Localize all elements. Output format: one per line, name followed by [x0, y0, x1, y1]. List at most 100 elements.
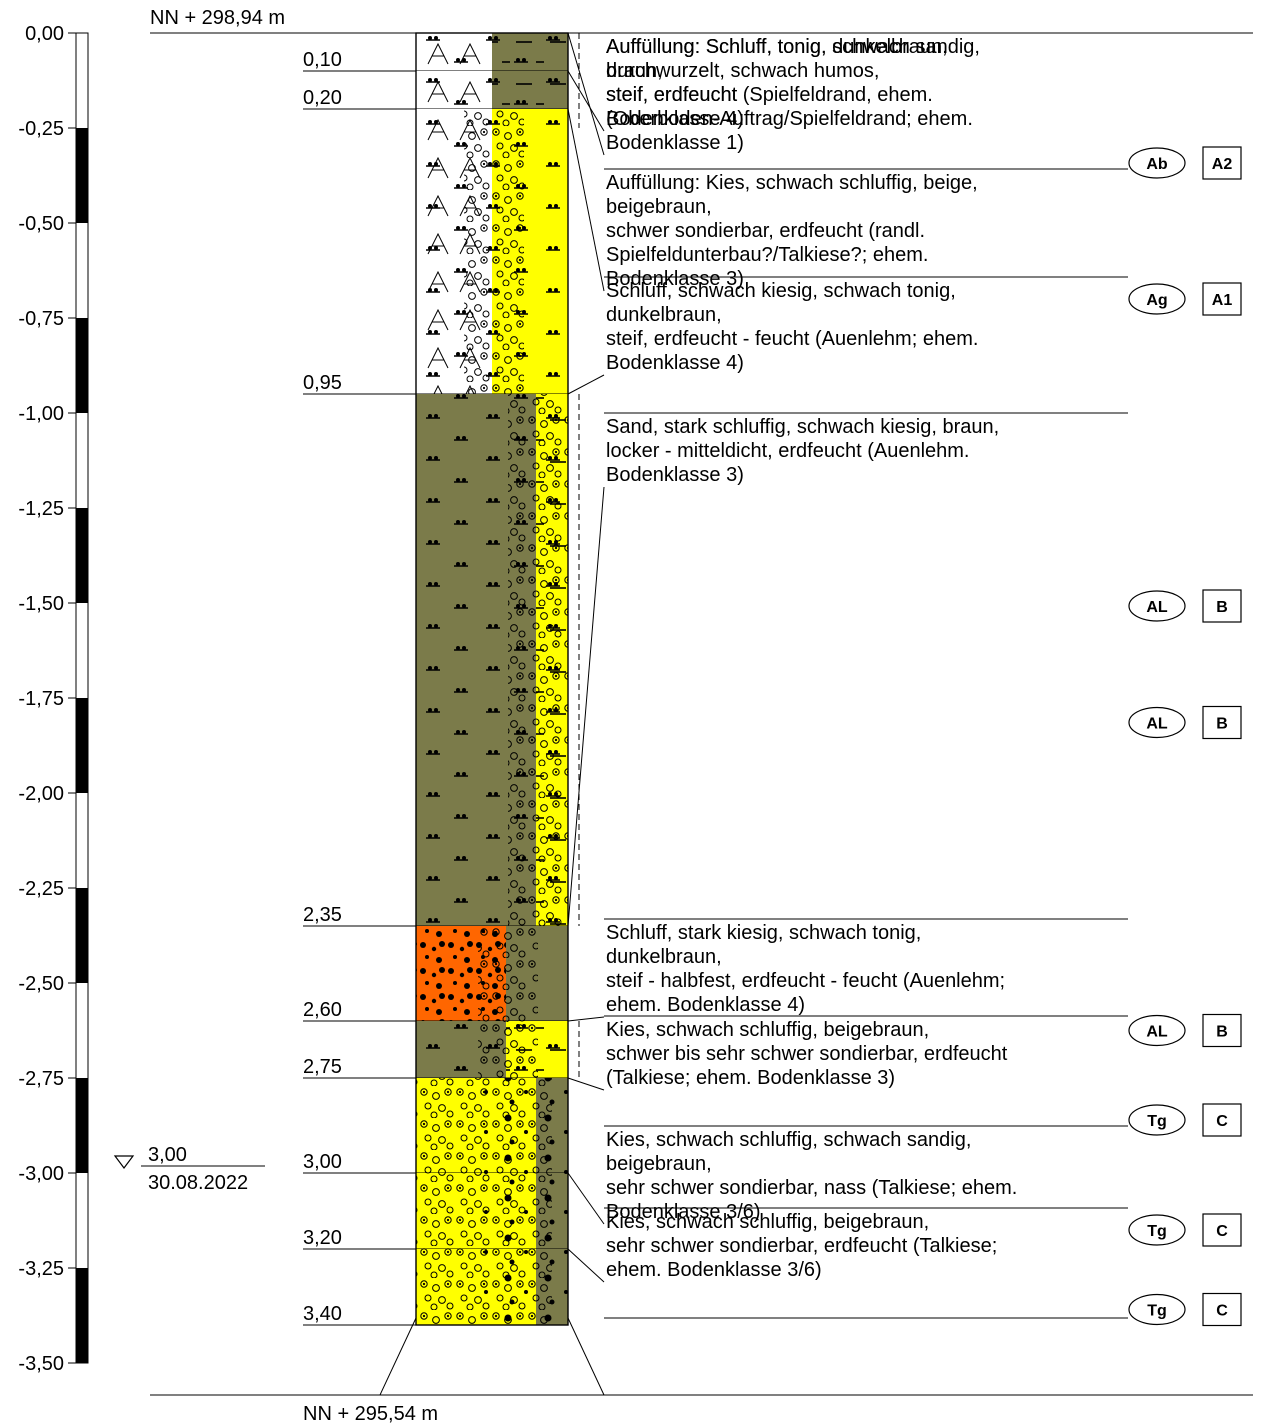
soil-layer	[416, 1249, 568, 1326]
description-line: beigebraun,	[606, 1153, 712, 1175]
layer-description: Sand, stark schluffig, schwach kiesig, b…	[567, 416, 1242, 1017]
soil-code: AL	[1146, 716, 1168, 733]
layer-description: Auffüllung: Schluff, tonig, schwach sand…	[567, 36, 1242, 278]
soil-class: A1	[1212, 292, 1233, 309]
sand-pattern	[476, 1078, 568, 1173]
bottom-leader-left	[379, 1317, 417, 1396]
groundwater-date: 30.08.2022	[148, 1172, 248, 1194]
description-line: Bodenklasse 4)	[606, 108, 744, 130]
soil-layer	[416, 71, 568, 110]
description-line: ehem. Bodenklasse 3/6)	[606, 1259, 822, 1281]
sand-pattern	[416, 926, 506, 1021]
soil-code: Tg	[1147, 1223, 1167, 1240]
description-line: dunkelbraun,	[606, 946, 722, 968]
description-line: Bodenklasse 3)	[606, 268, 744, 290]
soil-class: B	[1216, 716, 1228, 733]
description-line: Bodenklasse 1)	[606, 132, 744, 154]
soil-column	[415, 32, 580, 1326]
description-leader	[567, 1077, 605, 1091]
soil-layer	[416, 109, 568, 395]
scale-tick-label: -2,50	[18, 973, 64, 995]
description-leader	[567, 108, 605, 292]
soil-class-box	[1202, 1013, 1242, 1048]
scale-tick-label: 0,00	[25, 23, 64, 45]
scale-segment	[76, 318, 88, 413]
description-line: steif - halbfest, erdfeucht - feucht (Au…	[606, 970, 1005, 992]
description-line: braun,	[606, 60, 663, 82]
soil-class: C	[1216, 1113, 1228, 1130]
scale-tick-label: -1,50	[18, 593, 64, 615]
scale-tick-label: -0,25	[18, 118, 64, 140]
scale-tick-label: -1,25	[18, 498, 64, 520]
soil-code: Ag	[1146, 292, 1167, 309]
layer-description: Schluff, stark kiesig, schwach tonig,dun…	[567, 922, 1242, 1127]
depth-label: 0,20	[303, 87, 342, 109]
soil-class: C	[1216, 1303, 1228, 1320]
sand-pattern	[476, 1173, 568, 1249]
description-line: sehr schwer sondierbar, erdfeucht (Talki…	[606, 1235, 997, 1257]
description-leader	[567, 374, 605, 395]
soil-code: Tg	[1147, 1113, 1167, 1130]
groundwater-marker: 3,00 30.08.2022	[113, 1144, 265, 1194]
soil-layer	[416, 1173, 568, 1250]
soil-class: B	[1216, 1024, 1228, 1041]
groundwater-depth: 3,00	[148, 1144, 187, 1166]
soil-class-box	[1202, 589, 1242, 623]
soil-code-badge	[1128, 283, 1186, 315]
clay-pattern	[506, 1021, 568, 1078]
description-line: durchwurzelt, schwach humos,	[606, 60, 879, 82]
description-line: (Oberboden-Auftrag/Spielfeldrand; ehem.	[606, 108, 973, 130]
clay-pattern	[536, 394, 568, 926]
soil-layer	[416, 926, 568, 1022]
description-line: Spielfeldunterbau?/Talkiese?; ehem.	[606, 244, 928, 266]
soil-code-badge	[1128, 1293, 1186, 1326]
soil-class-box	[1202, 705, 1242, 740]
depth-label: 3,00	[303, 1151, 342, 1173]
scale-tick-label: -2,00	[18, 783, 64, 805]
description-line: Kies, schwach schluffig, beigebraun,	[606, 1211, 929, 1233]
description-line: steif, erdfeucht (Spielfeldrand, ehem.	[606, 84, 933, 106]
soil-class-box	[1202, 282, 1242, 316]
description-leader	[567, 486, 605, 927]
soil-code-badge	[1128, 1214, 1186, 1246]
scale-segment	[76, 888, 88, 983]
description-line: Auffüllung: Schluff, tonig, schwach sand…	[606, 36, 980, 58]
description-leader	[567, 1248, 605, 1283]
gravel-pattern	[464, 109, 524, 394]
layer-description: Auffüllung: Kies, schwach schluffig, bei…	[567, 108, 1242, 414]
description-line: (Talkiese; ehem. Bodenklasse 3)	[606, 1067, 895, 1089]
scale-tick-label: -0,50	[18, 213, 64, 235]
description-line: steif, erdfeucht - feucht (Auenlehm; ehe…	[606, 328, 978, 350]
clay-pattern	[492, 71, 568, 109]
soil-code: Ab	[1146, 156, 1168, 173]
scale-tick-label: -3,00	[18, 1163, 64, 1185]
description-line: Schluff, schwach kiesig, schwach tonig,	[606, 280, 956, 302]
description-leader	[567, 70, 605, 132]
soil-code-badge	[1128, 147, 1186, 179]
description-line: Auffüllung: Kies, schwach schluffig, bei…	[606, 172, 978, 194]
bottom-leader-right	[567, 1317, 605, 1396]
clay-pattern	[492, 33, 568, 71]
scale-segment	[76, 508, 88, 603]
description-line: Auffüllung: Schluff, tonig, dunkelbraun,	[606, 36, 948, 58]
soil-code-badge	[1128, 1104, 1186, 1136]
sand-pattern	[476, 1249, 568, 1325]
description-line: sehr schwer sondierbar, nass (Talkiese; …	[606, 1177, 1017, 1199]
soil-code: AL	[1146, 599, 1168, 616]
description-line: ehem. Bodenklasse 4)	[606, 994, 805, 1016]
depth-label: 3,20	[303, 1227, 342, 1249]
soil-layer	[416, 33, 568, 72]
description-leader	[567, 32, 605, 156]
soil-layer	[416, 1021, 568, 1079]
description-line: Sand, stark schluffig, schwach kiesig, b…	[606, 416, 999, 438]
layer-description: Kies, schwach schluffig, beigebraun,schw…	[567, 1019, 1242, 1209]
description-line: dunkelbraun,	[606, 304, 722, 326]
description-line: Kies, schwach schluffig, schwach sandig,	[606, 1129, 971, 1151]
scale-tick-label: -3,50	[18, 1353, 64, 1375]
scale-tick-label: -2,75	[18, 1068, 64, 1090]
description-line: Schluff, stark kiesig, schwach tonig,	[606, 922, 921, 944]
depth-label: 2,35	[303, 904, 342, 926]
scale-tick-label: -1,75	[18, 688, 64, 710]
top-elevation-label: NN + 298,94 m	[150, 7, 285, 29]
